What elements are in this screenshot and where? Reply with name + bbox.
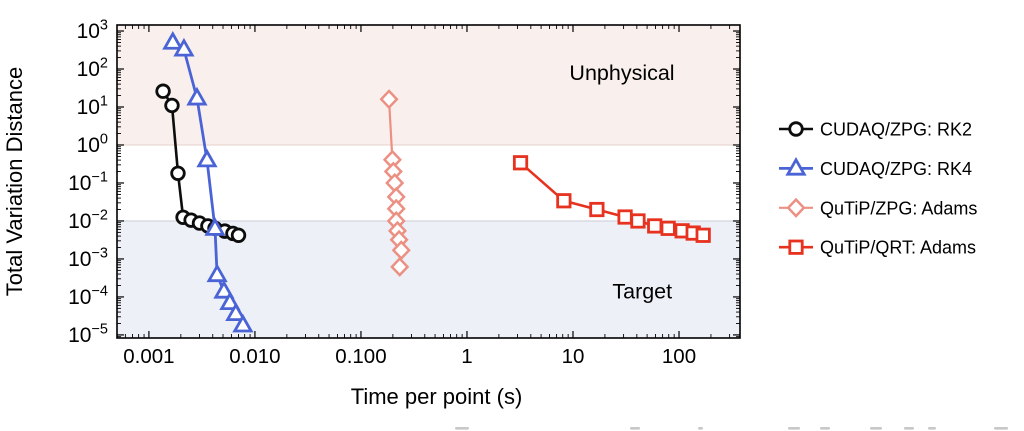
x-tick-label: 0.010 (229, 345, 280, 368)
y-tick-label: 101 (77, 93, 108, 119)
diamond-marker (391, 240, 411, 261)
y-tick-label: 103 (77, 18, 108, 44)
diamond-marker (390, 256, 410, 277)
series-cudaq-zpg-rk4 (162, 31, 254, 333)
square-marker (660, 220, 676, 236)
y-tick-label: 102 (77, 56, 108, 82)
y-tick-label: 10−3 (68, 245, 108, 271)
cropped-caption-artifact (455, 427, 1008, 430)
triangle-marker (173, 37, 195, 57)
square-marker (788, 239, 804, 255)
triangle-marker (785, 156, 807, 176)
series-cudaq-zpg-rk2 (155, 83, 247, 243)
x-tick-label: 1 (461, 345, 472, 368)
diamond-marker (786, 197, 806, 218)
triangle-marker (213, 279, 235, 299)
cropped-caption-fragment (928, 427, 936, 430)
triangle-marker (204, 217, 226, 236)
square-marker (512, 155, 529, 171)
square-marker (556, 193, 572, 209)
triangle-marker (186, 86, 208, 106)
circle-marker (788, 121, 804, 137)
circle-marker (170, 165, 186, 181)
y-tick-label: 10−1 (68, 169, 108, 195)
triangle-marker (219, 291, 241, 311)
square-marker (647, 218, 663, 234)
triangle-marker (225, 302, 247, 321)
triangle-marker (162, 31, 184, 50)
target-label: Target (612, 279, 672, 303)
cropped-caption-fragment (870, 427, 882, 430)
cropped-caption-fragment (630, 427, 640, 430)
circle-marker (155, 83, 171, 99)
diamond-marker (379, 89, 399, 110)
frame-border (116, 24, 741, 339)
square-marker (617, 209, 633, 225)
cropped-caption-fragment (820, 427, 830, 430)
axis-tick-labels: 0.001 0.010 0.100 1 10 100 103 102 101 100 10−1 10−… (68, 18, 696, 368)
series-qutip-zpg-adams (379, 89, 411, 277)
triangle-marker (196, 148, 218, 168)
y-axis-title: Total Variation Distance (2, 67, 27, 297)
square-marker (630, 213, 646, 229)
legend: CUDAQ/ZPG: RK2 CUDAQ/ZPG: RK4 QuTiP/ZPG: A… (779, 120, 977, 258)
legend-label: QuTiP/ZPG: Adams (820, 198, 977, 218)
y-tick-label: 100 (77, 131, 108, 157)
cropped-caption-fragment (904, 427, 914, 430)
legend-label: CUDAQ/ZPG: RK2 (820, 120, 972, 140)
legend-label: QuTiP/QRT: Adams (820, 238, 976, 258)
legend-item-qutip-qrt-adams: QuTiP/QRT: Adams (779, 238, 976, 258)
legend-item-cudaq-zpg-rk2: CUDAQ/ZPG: RK2 (779, 120, 972, 140)
plot-frame (116, 24, 741, 339)
legend-label: CUDAQ/ZPG: RK4 (820, 159, 972, 179)
cropped-caption-fragment (455, 427, 469, 430)
triangle-marker (232, 313, 254, 333)
circle-marker (230, 227, 247, 243)
x-tick-label: 10 (562, 345, 585, 368)
square-marker (695, 227, 711, 243)
y-tick-label: 10−4 (68, 283, 108, 309)
cropped-caption-fragment (994, 427, 1008, 430)
region-annotations: Unphysical Target (569, 61, 674, 303)
y-tick-label: 10−5 (68, 321, 108, 347)
unphysical-region (117, 25, 740, 145)
x-tick-label: 0.100 (335, 345, 386, 368)
unphysical-label: Unphysical (569, 61, 674, 85)
circle-marker (164, 97, 180, 114)
data-series (155, 31, 711, 333)
y-tick-label: 10−2 (68, 207, 108, 233)
square-marker (589, 201, 605, 218)
legend-item-qutip-zpg-adams: QuTiP/ZPG: Adams (779, 197, 977, 218)
legend-item-cudaq-zpg-rk4: CUDAQ/ZPG: RK4 (779, 156, 972, 179)
axis-titles: Time per point (s) Total Variation Distan… (2, 67, 522, 409)
series-qutip-qrt-adams (512, 155, 711, 243)
cropped-caption-fragment (788, 427, 800, 430)
x-tick-label: 100 (662, 345, 696, 368)
triangle-marker (206, 263, 228, 283)
x-axis-title: Time per point (s) (351, 384, 523, 409)
axis-ticks (117, 25, 740, 338)
x-tick-label: 0.001 (123, 345, 174, 368)
cropped-caption-fragment (698, 427, 703, 430)
